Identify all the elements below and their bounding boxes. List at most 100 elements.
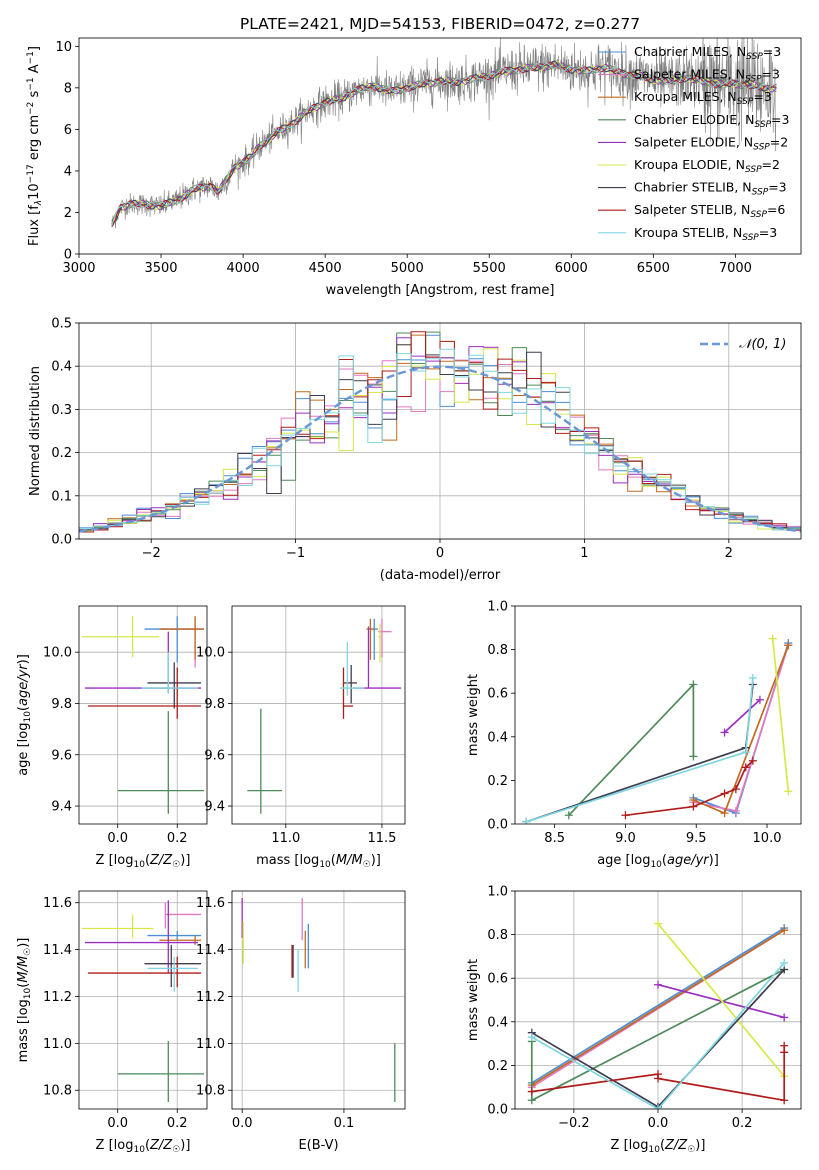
y-tick-label: 0 bbox=[64, 248, 72, 263]
y-tick-label: 2 bbox=[64, 206, 72, 221]
errorbar-point bbox=[87, 667, 202, 719]
x-tick-label: 0.2 bbox=[167, 831, 188, 846]
mass-weight-vs-age-series bbox=[522, 634, 793, 824]
y-tick-label: 11.4 bbox=[43, 943, 72, 958]
y-tick-label: 11.0 bbox=[196, 1037, 225, 1052]
y-tick-label: 10.8 bbox=[43, 1084, 72, 1099]
x-tick-label: 0.0 bbox=[232, 1116, 253, 1131]
y-tick-label: 9.8 bbox=[51, 697, 72, 712]
y-axis-label: mass weight bbox=[466, 674, 481, 756]
y-tick-label: 11.2 bbox=[43, 990, 72, 1005]
mass-weight-series bbox=[522, 680, 757, 824]
y-tick-label: 0.8 bbox=[487, 643, 508, 658]
histogram-frame bbox=[78, 322, 802, 540]
legend-label: Salpeter MILES, NSSP=3 bbox=[634, 67, 780, 85]
x-tick-label: 6000 bbox=[555, 261, 588, 276]
legend-label: Salpeter ELODIE, NSSP=2 bbox=[634, 134, 788, 152]
mass-weight-line bbox=[531, 929, 785, 1086]
age-vs-mass-frame bbox=[231, 605, 406, 825]
mass-weight-series bbox=[564, 680, 698, 820]
y-tick-label: 0.5 bbox=[51, 317, 72, 332]
y-tick-label: 0.2 bbox=[487, 774, 508, 789]
y-tick-label: 11.6 bbox=[196, 896, 225, 911]
axes-age-vs-Z: 0.0 0.2 9.4 9.6 9.8 10.0 bbox=[43, 606, 207, 846]
y-tick-label: 0.0 bbox=[487, 1103, 508, 1118]
mass-weight-marker bbox=[654, 980, 662, 989]
errorbar-point bbox=[117, 711, 205, 814]
mass-weight-line bbox=[693, 644, 790, 812]
residual-histogram-step bbox=[79, 348, 801, 531]
errorbar-point bbox=[164, 902, 202, 929]
normal-curve-line bbox=[79, 365, 801, 533]
mass-weight-line bbox=[693, 644, 790, 815]
y-tick-label: 0.2 bbox=[51, 446, 72, 461]
errorbar-point bbox=[87, 956, 202, 988]
y-tick-label: 1.0 bbox=[487, 600, 508, 615]
x-tick-label: 0.0 bbox=[648, 1116, 669, 1131]
spectrum-legend: Chabrier MILES, NSSP=3 Salpeter MILES, NS… bbox=[598, 44, 789, 243]
mass-weight-marker bbox=[654, 919, 662, 928]
errorbar-point bbox=[353, 626, 402, 689]
spectrum-frame bbox=[78, 37, 802, 255]
axes-mass-vs-EBV: 0.0 0.1 10.8 11.0 11.2 11.4 11.6 bbox=[196, 891, 405, 1131]
x-tick-label: 0 bbox=[436, 546, 444, 561]
age-vs-Z-points bbox=[81, 616, 205, 814]
axes-residual-histogram: −2 −1 0 1 2 0.0 0.1 0.2 0.3 0.4 0.5 bbox=[51, 317, 801, 561]
mass-weight-marker bbox=[741, 748, 750, 757]
x-tick-label: 11.0 bbox=[271, 831, 300, 846]
mass-weight-line bbox=[693, 642, 790, 815]
axes-mass-weight-vs-Z: −0.2 0.0 0.2 0.0 0.2 0.4 0.6 0.8 1.0 bbox=[487, 885, 801, 1131]
y-tick-label: 0.6 bbox=[487, 972, 508, 987]
mass-weight-line bbox=[526, 684, 754, 823]
legend-label-normal: 𝒩(0, 1) bbox=[739, 337, 786, 352]
y-tick-label: 11.4 bbox=[196, 943, 225, 958]
mass-weight-line bbox=[625, 760, 754, 817]
mass-weight-marker bbox=[780, 1041, 789, 1050]
mass-weight-marker bbox=[731, 785, 740, 794]
mass-weight-line bbox=[531, 962, 785, 1109]
y-tick-label: 10.0 bbox=[196, 646, 225, 661]
mass-weight-marker bbox=[748, 756, 757, 765]
x-tick-label: 11.5 bbox=[367, 831, 396, 846]
mass-weight-marker bbox=[720, 728, 729, 737]
errorbar-point bbox=[117, 1041, 205, 1102]
figure-title: PLATE=2421, MJD=54153, FIBERID=0472, z=0… bbox=[240, 15, 640, 33]
y-tick-label: 0.3 bbox=[51, 403, 72, 418]
y-tick-label: 9.6 bbox=[204, 748, 225, 763]
mass-weight-marker bbox=[768, 634, 777, 643]
y-tick-label: 11.2 bbox=[196, 990, 225, 1005]
mass-weight-series bbox=[621, 756, 757, 820]
x-axis-label: age [log10(age/yr)] bbox=[597, 853, 719, 870]
mass-weight-line bbox=[526, 677, 754, 823]
x-tick-label: −0.2 bbox=[558, 1116, 590, 1131]
x-tick-label: 3000 bbox=[62, 261, 95, 276]
axes-mass-vs-Z: 0.0 0.2 10.8 11.0 11.2 11.4 11.6 bbox=[43, 891, 207, 1131]
mass-weight-marker bbox=[689, 680, 698, 689]
mass-weight-series bbox=[689, 641, 793, 815]
x-tick-label: 6500 bbox=[637, 261, 670, 276]
x-tick-label: 10.0 bbox=[753, 831, 782, 846]
mass-weight-marker bbox=[755, 695, 764, 704]
mass-weight-series bbox=[522, 673, 757, 824]
y-tick-label: 9.4 bbox=[51, 800, 72, 815]
y-axis-label: mass weight bbox=[466, 959, 481, 1041]
errorbar-point bbox=[84, 900, 199, 974]
y-tick-label: 11.0 bbox=[43, 1037, 72, 1052]
y-tick-label: 6 bbox=[64, 123, 72, 138]
legend-label: Kroupa MILES, NSSP=3 bbox=[634, 89, 772, 107]
mass-weight-series bbox=[689, 639, 793, 818]
mass-weight-marker bbox=[527, 1096, 536, 1105]
errorbar-point bbox=[159, 935, 202, 945]
errorbar-point bbox=[343, 664, 357, 704]
age-vs-mass-points bbox=[247, 618, 402, 814]
mass-weight-line bbox=[723, 699, 761, 734]
age-vs-Z-frame bbox=[78, 605, 208, 825]
y-tick-label: 0.0 bbox=[51, 533, 72, 548]
mass-weight-marker bbox=[780, 958, 789, 967]
errorbar-point bbox=[247, 708, 282, 814]
mass-weight-line bbox=[771, 638, 790, 792]
mass-weight-marker bbox=[689, 802, 698, 811]
y-tick-label: 4 bbox=[64, 164, 72, 179]
x-tick-label: 2 bbox=[725, 546, 733, 561]
mass-weight-vs-Z-frame bbox=[514, 890, 802, 1110]
